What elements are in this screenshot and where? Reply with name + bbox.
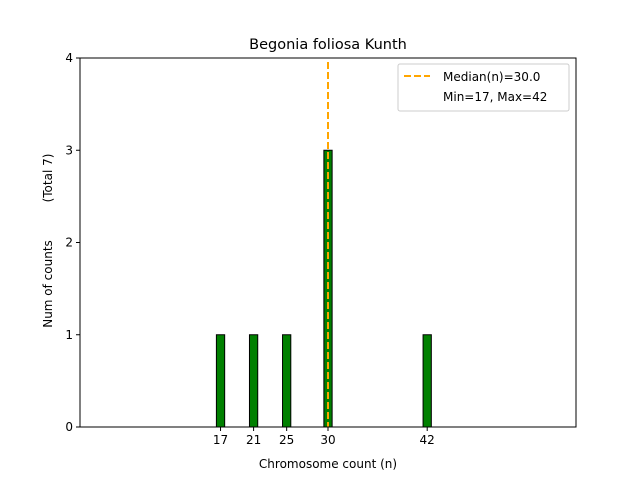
bar-42 xyxy=(422,334,432,428)
x-axis-label: Chromosome count (n) xyxy=(259,457,397,471)
legend: Median(n)=30.0 Min=17, Max=42 xyxy=(397,63,570,112)
x-tick-label-17: 17 xyxy=(213,433,228,447)
x-tick-label-25: 25 xyxy=(279,433,294,447)
y-axis-total-label: (Total 7) xyxy=(41,154,55,203)
y-tick-label-1: 1 xyxy=(65,328,73,342)
legend-box xyxy=(397,63,570,112)
y-tick-label-0: 0 xyxy=(65,420,73,434)
bar-21 xyxy=(248,334,259,428)
y-axis-label: Num of counts xyxy=(41,240,55,328)
legend-entry-minmax: Min=17, Max=42 xyxy=(443,90,547,104)
y-tick-label-2: 2 xyxy=(65,236,73,250)
bar-17 xyxy=(215,334,226,428)
y-tick-label-4: 4 xyxy=(65,51,73,65)
bar-25 xyxy=(282,334,292,428)
y-tick-label-3: 3 xyxy=(65,143,73,157)
x-tick-label-30: 30 xyxy=(320,433,335,447)
x-tick-label-21: 21 xyxy=(246,433,261,447)
legend-entry-median: Median(n)=30.0 xyxy=(443,70,540,84)
x-tick-label-42: 42 xyxy=(420,433,435,447)
plot-frame xyxy=(79,57,577,428)
chart-title: Begonia foliosa Kunth xyxy=(249,37,407,53)
